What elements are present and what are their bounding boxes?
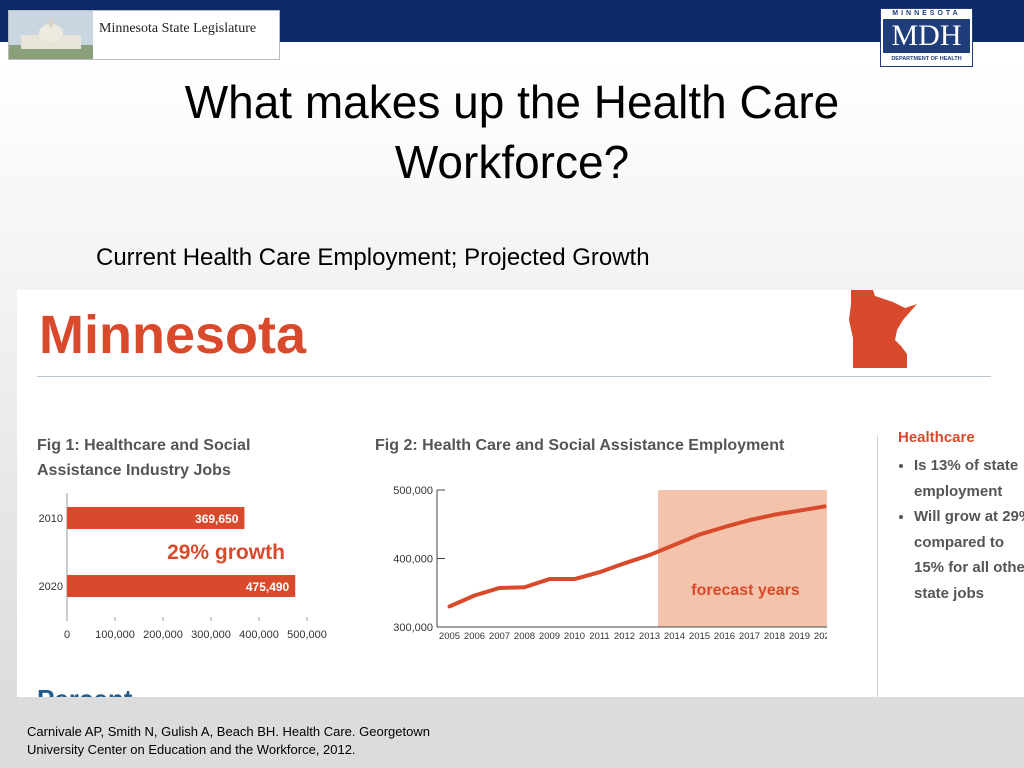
fig2-point-2019: [798, 509, 801, 513]
fig1-x-tick-label: 0: [64, 629, 70, 641]
fig2-x-tick-label: 2015: [689, 631, 710, 642]
infographic-panel: Minnesota Fig 1: Healthcare and Social A…: [17, 290, 1024, 697]
fig1-title: Fig 1: Healthcare and Social Assistance …: [37, 433, 250, 483]
fig1-value-label: 475,490: [246, 580, 290, 594]
legislature-logo: Minnesota State Legislature: [8, 10, 280, 60]
fig2-x-tick-label: 2012: [614, 631, 635, 642]
citation-line-2: University Center on Education and the W…: [27, 742, 356, 757]
fig1-annotation: 29% growth: [167, 541, 285, 564]
sidebar-bullet-1: Is 13% of state employment: [914, 453, 1024, 504]
mdh-logo-mark: MDH: [883, 19, 970, 53]
fig2-x-tick-label: 2011: [589, 631, 609, 642]
sidebar-heading: Healthcare: [898, 429, 975, 446]
fig2-point-2014: [673, 543, 676, 547]
fig2-point-2017: [748, 518, 751, 522]
fig2-x-tick-label: 2020: [814, 631, 827, 642]
citation-line-1: Carnivale AP, Smith N, Gulish A, Beach B…: [27, 724, 430, 739]
fig2-x-tick-label: 2008: [514, 631, 535, 642]
fig2-forecast-band: [658, 490, 827, 627]
fig2-x-tick-label: 2019: [789, 631, 810, 642]
fig2-x-tick-label: 2007: [489, 631, 510, 642]
section-cut-heading: Percent: [37, 686, 147, 697]
fig2-point-2015: [698, 533, 701, 537]
fig2-x-tick-label: 2009: [539, 631, 560, 642]
fig2-y-tick-label: 300,000: [393, 622, 433, 634]
fig2-x-tick-label: 2010: [564, 631, 585, 642]
fig2-x-tick-label: 2005: [439, 631, 460, 642]
fig1-x-tick-label: 100,000: [95, 629, 135, 641]
fig1-category-label: 2020: [39, 581, 63, 593]
fig1-title-line2: Assistance Industry Jobs: [37, 462, 231, 479]
fig2-x-tick-label: 2013: [639, 631, 660, 642]
slide-subtitle: Current Health Care Employment; Projecte…: [96, 244, 650, 271]
fig2-point-2009: [548, 577, 551, 581]
fig2-point-2018: [773, 513, 776, 517]
fig2-line-chart: forecast years 300,000 400,000 500,000 2005 2…: [393, 485, 827, 642]
sidebar: Healthcare Is 13% of state employment Wi…: [877, 429, 1024, 697]
fig1-bar-2010: [67, 507, 245, 529]
fig2-x-tick-label: 2016: [714, 631, 735, 642]
fig2-forecast-label: forecast years: [691, 582, 800, 599]
mdh-logo: MINNESOTA MDH DEPARTMENT OF HEALTH: [880, 8, 973, 67]
capitol-icon: [9, 11, 93, 59]
fig1-x-tick-label: 400,000: [239, 629, 279, 641]
fig1-category-label: 2010: [39, 513, 63, 525]
fig2-y-tick-label: 400,000: [393, 554, 433, 566]
mdh-logo-bottom: DEPARTMENT OF HEALTH: [891, 56, 962, 62]
fig2-point-2020: [823, 504, 826, 508]
fig2-point-2012: [623, 561, 626, 565]
fig2-x-tick-label: 2017: [739, 631, 760, 642]
state-name: Minnesota: [39, 305, 307, 365]
fig2-series-line: [447, 504, 827, 609]
fig2-point-2006: [473, 593, 476, 597]
legislature-name: Minnesota State Legislature: [99, 21, 257, 36]
fig2-point-2011: [598, 570, 601, 574]
sidebar-bullet-2: Will grow at 29% compared to 15% for all…: [914, 504, 1024, 606]
fig2-point-2013: [648, 553, 651, 557]
fig1-x-tick-label: 200,000: [143, 629, 183, 641]
fig1-bar-2020: [67, 575, 296, 597]
slide-title: What makes up the Health Care Workforce?: [184, 76, 840, 188]
fig2-x-tick-label: 2018: [764, 631, 785, 642]
fig2-point-2008: [523, 585, 526, 589]
fig2-point-2007: [498, 586, 501, 590]
fig1-bar-chart: 2010 369,650 2020 475,490 29% growth 0 100,000…: [39, 493, 327, 641]
fig1-x-tick-label: 500,000: [287, 629, 327, 641]
fig2-x-tick-label: 2006: [464, 631, 485, 642]
mdh-logo-top: MINNESOTA: [892, 10, 961, 17]
fig2-point-2005: [448, 604, 451, 608]
fig2-point-2016: [723, 525, 726, 529]
fig1-x-tick-label: 300,000: [191, 629, 231, 641]
fig1-value-label: 369,650: [195, 512, 239, 526]
fig2-title: Fig 2: Health Care and Social Assistance…: [375, 437, 785, 454]
minnesota-map-icon: [849, 290, 917, 368]
sidebar-list: Is 13% of state employment Will grow at …: [898, 453, 1024, 606]
fig2-y-tick-label: 500,000: [393, 485, 433, 497]
section-cut-text: Percent: [37, 686, 147, 697]
fig1-title-line1: Fig 1: Healthcare and Social: [37, 437, 251, 454]
divider: [37, 376, 991, 377]
fig2-x-tick-label: 2014: [664, 631, 685, 642]
fig2-point-2010: [573, 577, 576, 581]
citation: Carnivale AP, Smith N, Gulish A, Beach B…: [27, 723, 430, 759]
